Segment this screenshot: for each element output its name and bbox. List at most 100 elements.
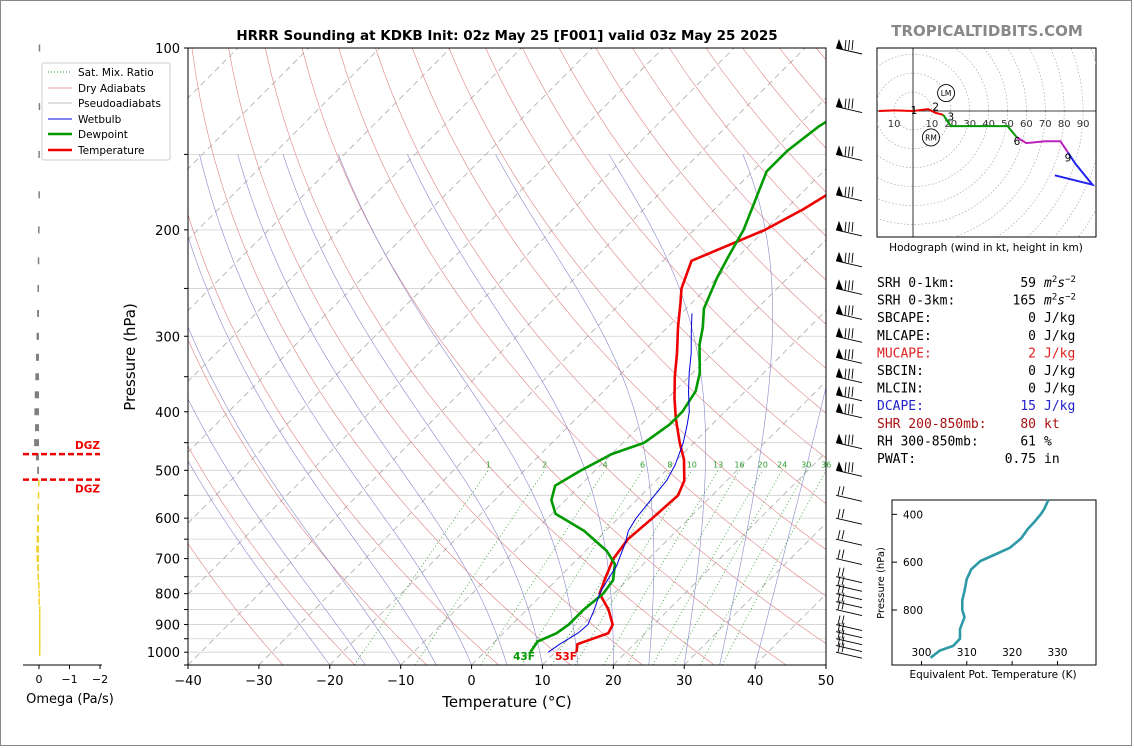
skewt-x-label: Temperature (°C): [441, 693, 571, 711]
wind-barb-feather: [844, 280, 847, 291]
mixing-ratio-label: 4: [603, 460, 608, 469]
wind-barb-flag: [836, 461, 843, 472]
omega-bar: [37, 503, 39, 511]
index-value: 59: [1020, 276, 1036, 291]
omega-x-label: Omega (Pa/s): [26, 692, 114, 707]
y-tick-label: 700: [155, 553, 180, 568]
omega-bar: [38, 581, 40, 589]
wind-barb-flag: [836, 348, 843, 359]
wind-barb-staff: [835, 601, 863, 609]
dry-adiabat: [265, 48, 715, 665]
mixing-ratio-label: 1: [486, 460, 491, 469]
omega-bar: [39, 628, 41, 636]
wind-barb-feather: [837, 567, 841, 577]
omega-bar: [35, 424, 39, 432]
legend-wetbulb: Wetbulb: [78, 114, 122, 126]
y-tick-label: 600: [155, 512, 180, 527]
skewt-plot-frame: [187, 47, 827, 666]
omega-bar: [38, 191, 40, 199]
theta-e-x-tick-label: 320: [1002, 647, 1022, 659]
omega-tick-label: 0: [36, 673, 43, 686]
wind-barb-feather: [841, 486, 845, 496]
index-label: MUCAPE:: [877, 346, 932, 361]
wind-barb-feather: [851, 98, 854, 109]
dry-adiabat: [188, 213, 499, 665]
wind-barb-staff: [835, 153, 863, 161]
index-unit: J/kg: [1044, 399, 1075, 414]
wind-barb-feather: [848, 252, 850, 263]
pseudoadiabat: [407, 154, 614, 665]
wind-barb-staff: [835, 335, 863, 343]
omega-bar: [37, 514, 39, 522]
wind-barb-feather: [837, 549, 841, 559]
hodograph-ring-label: 70: [1039, 119, 1052, 130]
omega-bar: [37, 309, 39, 317]
omega-bar: [37, 564, 39, 572]
mixing-ratio-line: [626, 470, 740, 665]
theta-e-line: [929, 499, 1050, 659]
wind-barb-feather: [851, 368, 854, 379]
omega-bar: [38, 103, 41, 111]
omega-bar: [35, 453, 39, 461]
wind-barb-feather: [848, 368, 850, 379]
dry-adiabat: [375, 48, 826, 597]
pseudoadiabat: [188, 235, 437, 665]
isotherm-line: [613, 451, 826, 665]
wind-barb-feather: [848, 39, 850, 51]
wind-barb-staff: [835, 469, 863, 477]
wind-barb-feather: [851, 305, 854, 316]
hodograph-segment: [878, 108, 944, 116]
wind-barb-feather: [844, 98, 847, 109]
index-value: 61: [1020, 434, 1036, 449]
omega-bar: [37, 257, 40, 265]
sounding-indices: SRH 0-1km: 59 m2s−2 SRH 0-3km: 165 m2s−2 SBCAP…: [877, 275, 1076, 467]
index-label: SBCIN:: [877, 364, 924, 379]
y-tick-label: 500: [155, 464, 180, 479]
index-unit: in: [1044, 452, 1060, 467]
hodograph-caption: Hodograph (wind in kt, height in km): [889, 242, 1083, 254]
isotherm-line: [542, 380, 826, 665]
y-tick-label: 1000: [147, 646, 180, 661]
skewt-axes: −40 −30 −20 −10 0 10 20 30 40 50 100 200 300 400 500 60…: [147, 42, 834, 689]
x-tick-label: 50: [818, 674, 835, 689]
omega-bar: [36, 545, 39, 553]
wind-barb-feather: [837, 530, 841, 540]
wind-barb-flag: [836, 145, 843, 156]
x-tick-label: 40: [747, 674, 764, 689]
isotherm-line: [188, 48, 806, 665]
dry-adiabat: [448, 48, 826, 504]
omega-bar: [35, 373, 39, 381]
index-label: SBCAPE:: [877, 311, 932, 326]
omega-bar: [38, 44, 41, 52]
wind-barb-feather: [837, 636, 841, 646]
wind-barb-feather: [848, 434, 850, 445]
index-unit: J/kg: [1044, 346, 1075, 361]
wind-barb-staff: [835, 517, 863, 525]
wind-barb-feather: [837, 615, 841, 625]
wind-barb-flag: [836, 279, 843, 290]
dry-adiabat: [188, 339, 428, 665]
wind-barb-staff: [835, 576, 863, 584]
mixing-ratio-line: [414, 470, 546, 665]
omega-tick-label: −1: [61, 673, 77, 686]
wind-barb-staff: [835, 229, 863, 237]
wind-barb-staff: [835, 631, 863, 639]
dry-adiabat: [595, 48, 826, 325]
wind-barb-staff: [835, 609, 863, 616]
legend-pseudoadiabats: Pseudoadiabats: [78, 98, 161, 110]
omega-bar: [36, 535, 39, 543]
omega-tick-label: −2: [92, 673, 108, 686]
chart-title: HRRR Sounding at KDKB Init: 02z May 25 […: [236, 28, 777, 44]
mixing-ratio-line: [521, 470, 643, 665]
wind-barb-feather: [848, 186, 850, 197]
wind-barb-staff: [835, 624, 863, 631]
wind-barb-feather: [837, 576, 841, 586]
wind-barb-feather: [848, 386, 850, 397]
wind-barb-feather: [837, 509, 841, 519]
wind-barb-staff: [835, 106, 863, 113]
brand-watermark: TROPICALTIDBITS.COM: [891, 22, 1083, 40]
y-tick-label: 300: [155, 330, 180, 345]
wind-barb-flag: [836, 327, 843, 338]
wind-barb-staff: [835, 47, 863, 55]
index-unit: %: [1044, 434, 1052, 449]
